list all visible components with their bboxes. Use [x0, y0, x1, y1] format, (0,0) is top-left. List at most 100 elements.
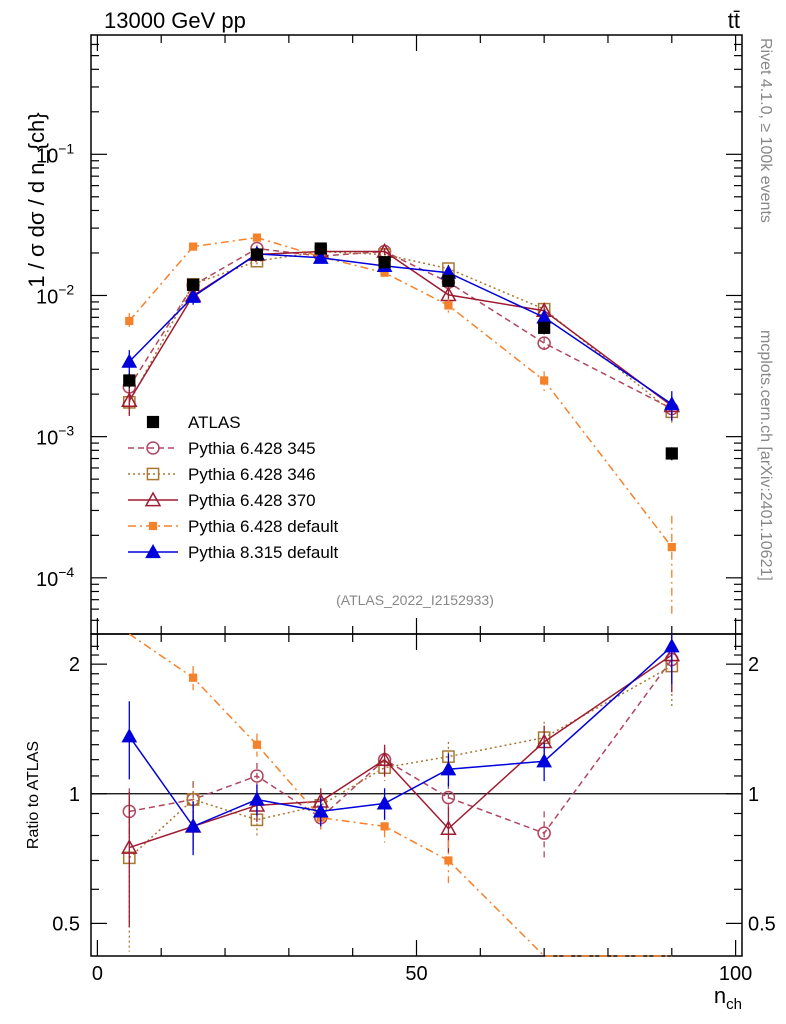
ratio-y-tick-label-right: 1 — [748, 784, 759, 806]
ratio-y-tick-label: 2 — [69, 654, 80, 676]
ratio-data-point — [250, 769, 264, 783]
ratio-data-point — [380, 822, 389, 831]
main-series-pythia-6-428-default — [125, 233, 676, 615]
main-y-tick-base: 10 — [36, 286, 58, 308]
main-y-tick-base: 10 — [36, 145, 58, 167]
main-series-atlas — [123, 242, 678, 461]
data-point — [187, 278, 200, 291]
legend-label: Pythia 6.428 345 — [188, 439, 316, 458]
rivet-version-text: Rivet 4.1.0, ≥ 100k events — [757, 38, 774, 223]
ratio-series-line — [128, 665, 673, 859]
chart-header-left: 13000 GeV pp — [104, 8, 246, 33]
ratio-data-point — [185, 818, 201, 833]
x-tick-label: 50 — [405, 963, 427, 985]
data-point — [663, 396, 680, 411]
data-point — [250, 248, 264, 261]
main-series-pythia-8-315-default — [121, 245, 680, 421]
legend-entry: Pythia 6.428 370 — [128, 491, 316, 510]
x-axis-label-sub: ch — [726, 996, 742, 1013]
data-point — [314, 242, 327, 255]
ratio-data-point — [441, 790, 456, 805]
analysis-id-watermark: (ATLAS_2022_I2152933) — [336, 592, 494, 608]
legend-entry: ATLAS — [146, 413, 241, 432]
ratio-series-line — [128, 633, 672, 957]
main-y-tick-label: 10−4 — [36, 564, 74, 591]
ratio-series-pythia-6-428-370 — [121, 634, 681, 928]
ratio-y-axis-label: Ratio to ATLAS — [25, 741, 42, 849]
data-point — [121, 353, 138, 368]
ratio-y-tick-label-right: 0.5 — [748, 913, 776, 935]
legend-label: Pythia 6.428 default — [188, 517, 339, 536]
legend: ATLAS Pythia 6.428 345 Pythia 6.428 346 Pyt… — [128, 413, 339, 562]
data-point — [189, 242, 198, 251]
main-series-pythia-6-428-346 — [122, 245, 679, 426]
legend-entry: Pythia 6.428 346 — [128, 465, 316, 484]
main-y-tick-exp: −1 — [58, 140, 74, 156]
ratio-y-tick-label: 0.5 — [52, 913, 80, 935]
ratio-y-tick-label: 1 — [69, 784, 80, 806]
ratio-series-line — [128, 645, 673, 828]
main-series-pythia-6-428-345 — [122, 241, 679, 422]
ratio-series-line — [129, 654, 673, 849]
chart-header-right: tt̄ — [728, 8, 740, 33]
series-line — [128, 253, 673, 405]
data-point — [125, 316, 134, 326]
ratio-data-point — [249, 791, 265, 806]
legend-entry: Pythia 6.428 345 — [128, 439, 316, 458]
ratio-data-point — [444, 856, 453, 865]
x-tick-label: 0 — [92, 963, 103, 985]
main-y-axis-label: 1 / σ dσ / d n_{ch} — [24, 112, 49, 287]
legend-label: Pythia 8.315 default — [188, 543, 339, 562]
legend-marker — [146, 467, 160, 481]
ratio-series-pythia-6-428-346 — [122, 634, 679, 952]
ratio-data-point — [312, 803, 329, 818]
x-axis-label-n: n — [714, 983, 726, 1008]
main-y-tick-exp: −4 — [58, 564, 74, 580]
legend-label: Pythia 6.428 346 — [188, 465, 316, 484]
legend-label: Pythia 6.428 370 — [188, 491, 316, 510]
ratio-series-pythia-8-315-default — [121, 634, 680, 856]
ratio-y-tick-label-right: 2 — [748, 654, 759, 676]
x-tick-label: 100 — [719, 963, 752, 985]
legend-entry: Pythia 6.428 default — [128, 517, 339, 536]
ratio-data-point — [121, 839, 138, 854]
series-line — [128, 247, 673, 410]
ratio-series-pythia-6-428-345 — [122, 634, 679, 858]
main-series-layer — [121, 233, 681, 615]
main-y-tick-label: 10−1 — [36, 140, 74, 167]
ratio-series-layer — [121, 633, 681, 957]
mcplots-credit-text: mcplots.cern.ch [arXiv:2401.10621] — [757, 330, 774, 581]
series-line — [128, 250, 673, 407]
legend-label: ATLAS — [188, 413, 241, 432]
data-point — [667, 543, 676, 552]
ratio-data-point — [536, 753, 552, 768]
legend-entry: Pythia 8.315 default — [128, 543, 339, 562]
ratio-data-point — [252, 740, 262, 749]
main-y-tick-exp: −2 — [58, 281, 74, 297]
main-y-tick-label: 10−3 — [36, 423, 74, 450]
series-line — [128, 250, 673, 413]
series-line — [128, 236, 673, 548]
ratio-data-point — [376, 751, 393, 767]
ratio-data-point — [663, 638, 680, 653]
ratio-data-point — [537, 826, 551, 840]
legend-marker — [146, 441, 160, 455]
data-point — [444, 301, 453, 310]
ratio-data-point — [189, 673, 198, 682]
main-y-tick-exp: −3 — [58, 423, 74, 439]
data-point — [312, 249, 329, 264]
data-point — [185, 288, 201, 303]
ratio-data-point — [376, 795, 393, 810]
legend-marker — [145, 543, 161, 559]
ratio-series-line — [129, 659, 673, 835]
data-point — [121, 392, 138, 407]
legend-marker — [144, 491, 162, 507]
main-y-axis-ticks: 10−410−310−210−1 — [36, 43, 742, 635]
data-point — [537, 336, 551, 350]
ratio-data-point — [440, 761, 457, 776]
legend-marker — [146, 415, 160, 429]
main-y-tick-label: 10−2 — [36, 281, 74, 308]
x-axis-ticks: 0 50 100 — [92, 35, 752, 985]
data-point — [540, 376, 549, 385]
